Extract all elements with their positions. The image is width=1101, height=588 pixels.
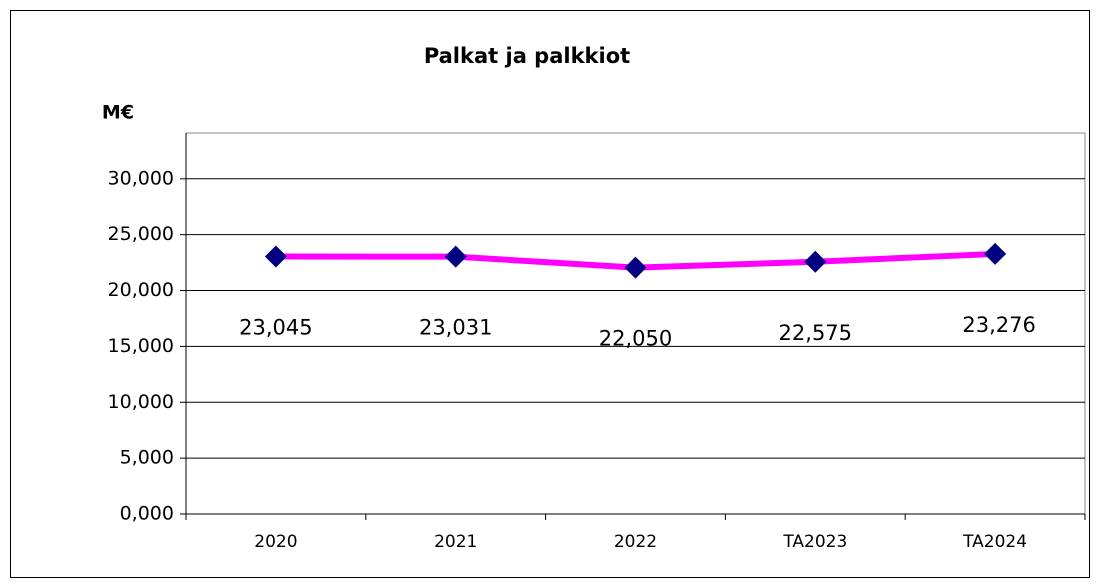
y-tick-label: 20,000 xyxy=(108,279,174,301)
y-axis-label: M€ xyxy=(102,102,134,124)
x-tick-label: TA2024 xyxy=(962,532,1027,552)
chart-title: Palkat ja palkkiot xyxy=(424,44,630,68)
x-tick-label: 2020 xyxy=(254,532,297,552)
data-label: 22,050 xyxy=(599,327,672,351)
data-point xyxy=(264,245,287,268)
y-tick-label: 15,000 xyxy=(108,335,174,357)
data-point xyxy=(444,245,467,268)
y-tick-label: 5,000 xyxy=(120,447,174,469)
y-tick-label: 30,000 xyxy=(108,167,174,189)
x-tick-label: 2021 xyxy=(434,532,477,552)
y-tick-label: 10,000 xyxy=(108,391,174,413)
data-label: 23,276 xyxy=(962,313,1035,337)
x-tick-label: TA2023 xyxy=(782,532,847,552)
data-point xyxy=(624,256,647,279)
x-tick-label: 2022 xyxy=(614,532,657,552)
data-label: 23,045 xyxy=(239,316,312,340)
data-point xyxy=(804,250,827,273)
data-point xyxy=(984,242,1007,265)
plot-area xyxy=(185,132,1086,515)
data-label: 22,575 xyxy=(779,321,852,345)
y-tick-label: 25,000 xyxy=(108,223,174,245)
y-tick-label: 0,000 xyxy=(120,503,174,525)
data-label: 23,031 xyxy=(419,316,492,340)
